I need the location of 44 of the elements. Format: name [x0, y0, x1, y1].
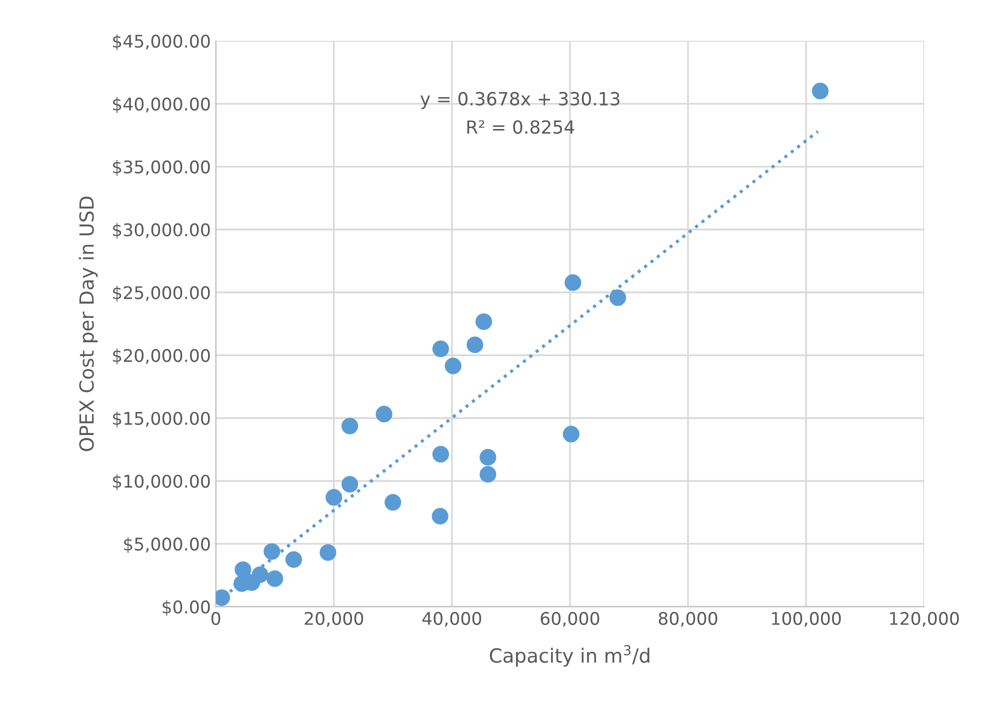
point: [376, 406, 392, 422]
point: [609, 289, 626, 306]
point: [480, 466, 496, 483]
y-axis-title: OPEX Cost per Day in USD: [78, 196, 98, 452]
y-tick-label: $35,000.00: [112, 160, 210, 176]
x-tick-label: 120,000: [890, 612, 959, 627]
y-tick-label: $0.00: [162, 600, 210, 616]
x-tick-label: 100,000: [772, 612, 841, 627]
point: [432, 508, 448, 524]
point: [264, 543, 280, 560]
point: [320, 544, 336, 561]
y-tick-label: $15,000.00: [112, 412, 210, 428]
point: [326, 489, 342, 506]
x-tick-label: 40,000: [422, 612, 482, 627]
y-tick-label: $10,000.00: [112, 474, 210, 490]
point: [252, 566, 268, 583]
point: [480, 448, 496, 466]
point: [342, 476, 358, 493]
annotation: y = 0.3678x + 330.13: [420, 92, 620, 110]
point: [266, 570, 284, 587]
point: [812, 82, 829, 100]
point: [564, 274, 582, 291]
point: [342, 418, 358, 434]
y-tick-label: $30,000.00: [112, 222, 210, 239]
point: [384, 494, 402, 511]
point: [234, 561, 252, 578]
y-tick-label: $25,000.00: [112, 286, 210, 302]
point: [444, 358, 462, 374]
x-tick-label: 0: [211, 612, 220, 626]
point: [466, 336, 484, 354]
y-tick-label: $45,000.00: [112, 34, 210, 50]
point: [475, 313, 492, 330]
point: [432, 446, 449, 462]
x-tick-label: 20,000: [304, 612, 364, 627]
point: [432, 340, 449, 358]
x-tick-label: 80,000: [658, 612, 718, 627]
annotation: R² = 0.8254: [467, 120, 574, 134]
x-tick-label: 60,000: [540, 612, 600, 627]
point: [285, 551, 302, 568]
y-tick-label: $20,000.00: [112, 348, 210, 364]
x-axis-title: Capacity in m$^{3}$/d: [490, 645, 650, 667]
point: [562, 426, 580, 442]
y-tick-label: $5,000.00: [124, 537, 210, 553]
y-tick-label: $40,000.00: [112, 97, 210, 113]
